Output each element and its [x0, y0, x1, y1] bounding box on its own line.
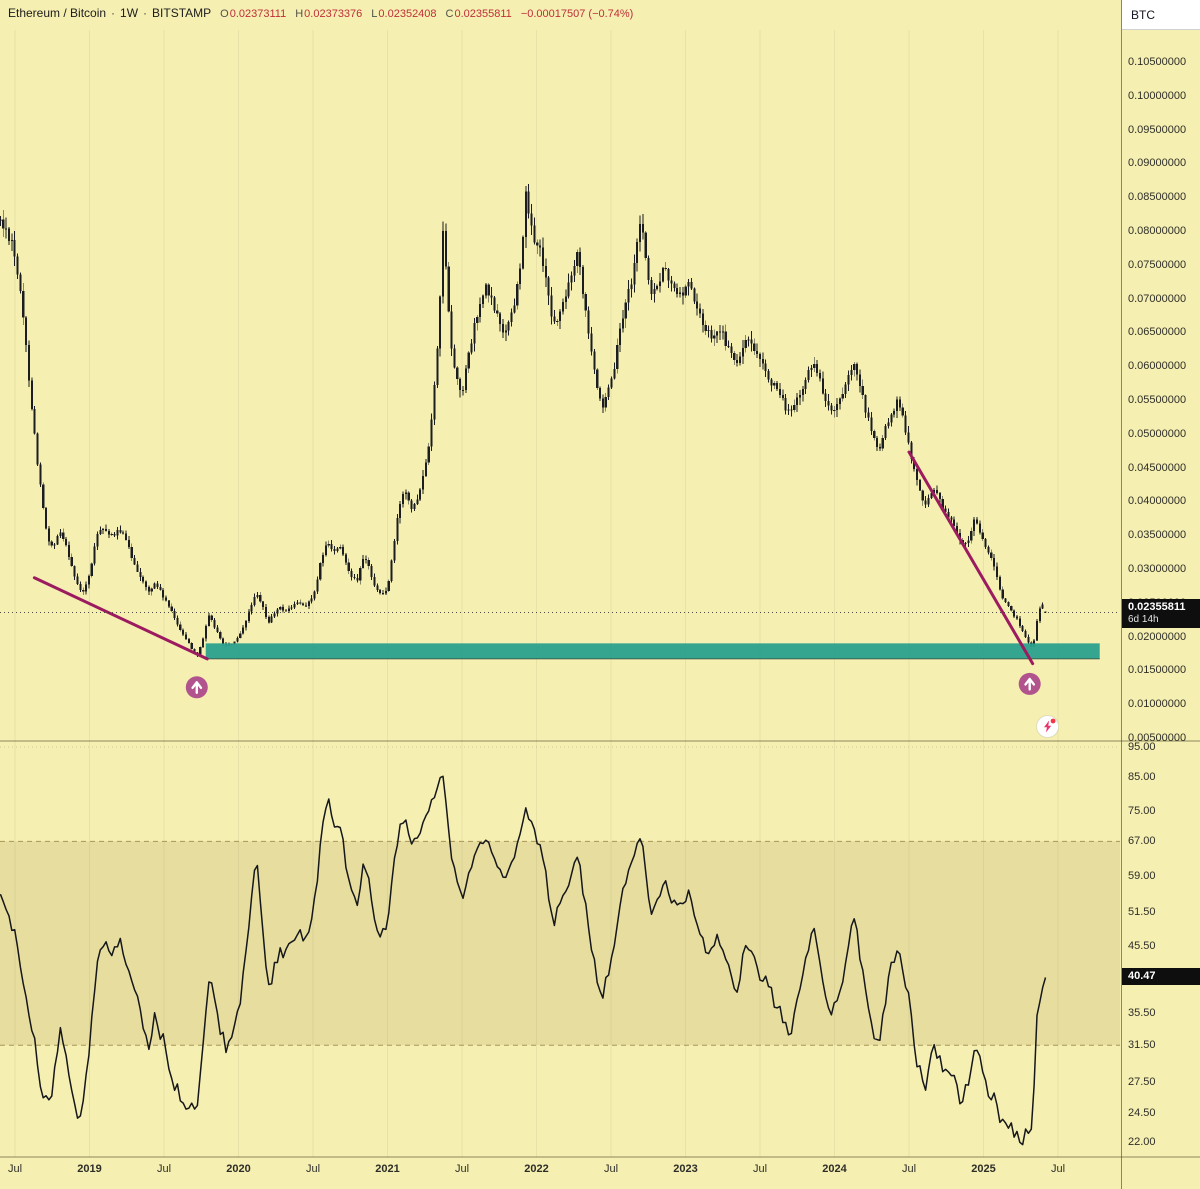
time-tick-label: 2021	[375, 1163, 400, 1175]
symbol-exchange: BITSTAMP	[152, 6, 212, 20]
price-axis[interactable]: 0.10500000 0.10000000 0.09500000 0.09000000…	[1122, 0, 1200, 1189]
flash-icon-marker[interactable]	[1036, 715, 1060, 739]
arrow-up-marker[interactable]	[185, 676, 208, 699]
low-value: 0.02352408	[378, 8, 437, 20]
change-value: −0.00017507 (−0.74%)	[520, 8, 634, 20]
price-tick-label: 0.06500000	[1128, 326, 1187, 339]
indicator-tick-label: 31.50	[1128, 1039, 1156, 1052]
current-price-value: 0.02355811	[1128, 601, 1186, 613]
support-zone[interactable]	[205, 643, 1100, 659]
symbol-interval: 1W	[120, 6, 139, 20]
price-tick-label: 0.09500000	[1128, 123, 1187, 136]
open-value: 0.02373111	[229, 8, 287, 20]
price-tick-label: 0.03000000	[1128, 563, 1187, 575]
price-tick-label: 0.07500000	[1128, 258, 1187, 271]
price-tick-label: 0.05000000	[1128, 427, 1187, 440]
low-label: L	[371, 8, 378, 20]
time-tick-label: 2023	[673, 1163, 698, 1175]
legend-separator: ·	[143, 6, 148, 20]
time-tick-label: 2024	[822, 1163, 847, 1175]
high-label: H	[295, 8, 304, 20]
high-value: 0.02373376	[304, 8, 363, 20]
indicator-tick-label: 75.00	[1128, 804, 1156, 817]
time-tick-label: Jul	[901, 1163, 917, 1175]
close-value: 0.02355811	[454, 8, 512, 20]
indicator-tick-label: 85.00	[1128, 771, 1156, 784]
price-axis-unit[interactable]: BTC	[1122, 0, 1200, 30]
price-tick-label: 0.02000000	[1128, 630, 1187, 643]
price-tick-label: 0.08000000	[1128, 225, 1187, 237]
price-tick-label: 0.04500000	[1128, 461, 1187, 474]
time-tick-label: Jul	[305, 1163, 321, 1175]
time-tick-label: 2020	[226, 1163, 251, 1175]
price-tick-label: 0.10000000	[1128, 89, 1187, 102]
current-price-badge: 0.02355811 6d 14h	[1122, 599, 1200, 628]
price-axis-unit-label: BTC	[1131, 7, 1155, 22]
price-tick-label: 0.08500000	[1128, 191, 1187, 204]
time-axis[interactable]: Jul 2019 Jul 2020 Jul 2021 Jul 2022 Jul 2023 Jul 20…	[0, 1157, 1200, 1189]
time-tick-label: Jul	[7, 1163, 23, 1175]
candlestick-series	[0, 183, 1047, 658]
symbol-legend[interactable]: Ethereum / Bitcoin · 1W · BITSTAMP O 0.02…	[8, 6, 633, 20]
indicator-tick-label: 22.00	[1128, 1136, 1156, 1149]
arrow-up-marker[interactable]	[1018, 672, 1041, 695]
legend-separator: ·	[111, 6, 116, 20]
price-tick-label: 0.00500000	[1128, 732, 1187, 744]
time-tick-label: 2022	[524, 1163, 549, 1175]
time-tick-label: Jul	[156, 1163, 172, 1175]
time-tick-label: 2019	[77, 1163, 102, 1175]
price-tick-label: 0.10500000	[1128, 56, 1187, 68]
trendline[interactable]	[907, 450, 1035, 666]
close-label: C	[445, 8, 454, 20]
price-tick-label: 0.04000000	[1128, 495, 1187, 508]
indicator-tick-label: 45.50	[1128, 939, 1156, 952]
indicator-tick-label: 24.50	[1128, 1107, 1156, 1120]
indicator-tick-label: 35.50	[1128, 1006, 1156, 1019]
price-tick-label: 0.07000000	[1128, 292, 1187, 305]
time-tick-label: Jul	[603, 1163, 619, 1175]
price-tick-label: 0.09000000	[1128, 157, 1187, 170]
price-tick-label: 0.06000000	[1128, 360, 1187, 373]
open-label: O	[220, 8, 229, 20]
time-tick-label: Jul	[752, 1163, 768, 1175]
trendline[interactable]	[32, 576, 209, 661]
indicator-tick-label: 67.00	[1128, 835, 1156, 848]
time-tick-label: Jul	[454, 1163, 470, 1175]
bar-countdown: 6d 14h	[1128, 614, 1159, 625]
indicator-tick-label: 51.50	[1128, 906, 1156, 919]
price-tick-label: 0.01000000	[1128, 698, 1187, 711]
symbol-title: Ethereum / Bitcoin	[8, 6, 107, 20]
indicator-tick-label: 27.50	[1128, 1075, 1156, 1088]
indicator-tick-label: 59.00	[1128, 869, 1156, 882]
indicator-value-badge: 40.47	[1122, 968, 1200, 985]
time-tick-label: Jul	[1050, 1163, 1066, 1175]
rsi-band	[0, 841, 1120, 1046]
indicator-axis[interactable]: 95.00 85.00 75.00 67.00 59.00 51.50 45.50 35.50…	[1122, 0, 1200, 1189]
indicator-tick-label: 95.00	[1128, 741, 1156, 753]
price-tick-label: 0.01500000	[1128, 664, 1187, 677]
price-tick-label: 0.05500000	[1128, 394, 1187, 406]
time-tick-label: 2025	[971, 1163, 996, 1175]
rsi-line	[0, 775, 1047, 1146]
price-tick-label: 0.03500000	[1128, 529, 1187, 542]
